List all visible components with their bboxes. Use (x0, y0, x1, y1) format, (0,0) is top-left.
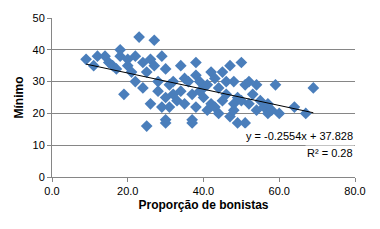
svg-text:50: 50 (33, 12, 45, 24)
svg-text:10: 10 (33, 139, 45, 151)
svg-text:20.0: 20.0 (117, 185, 138, 197)
svg-text:60.0: 60.0 (269, 185, 290, 197)
svg-text:0.0: 0.0 (44, 185, 59, 197)
svg-text:20: 20 (33, 107, 45, 119)
svg-text:40.0: 40.0 (193, 185, 214, 197)
svg-text:Mínimo: Mínimo (12, 77, 26, 119)
svg-text:40: 40 (33, 44, 45, 56)
svg-text:0: 0 (39, 171, 45, 183)
svg-text:80.0: 80.0 (344, 185, 365, 197)
svg-text:R² = 0.28: R² = 0.28 (307, 147, 353, 159)
svg-text:30: 30 (33, 75, 45, 87)
svg-text:Proporção de bonistas: Proporção de bonistas (138, 198, 268, 212)
svg-text:y = -0.2554x + 37.828: y = -0.2554x + 37.828 (246, 130, 353, 142)
